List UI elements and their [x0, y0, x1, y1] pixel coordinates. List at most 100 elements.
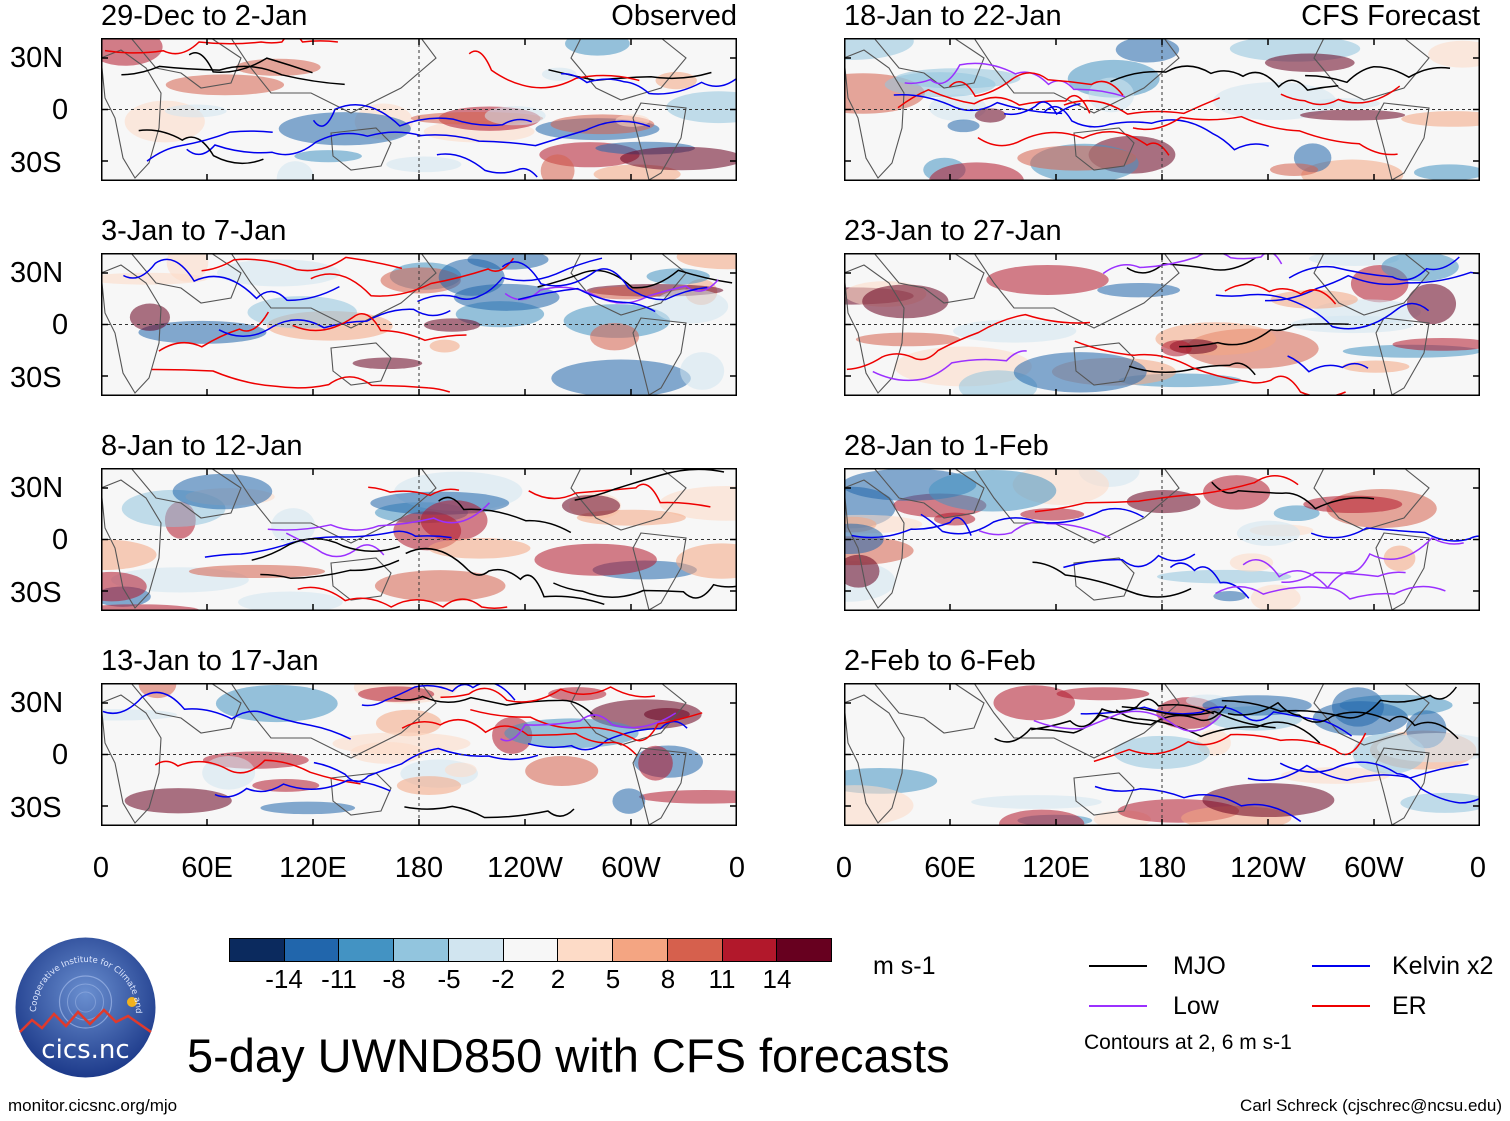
contour-line	[394, 695, 596, 718]
legend-line	[1312, 965, 1370, 967]
contour-line	[904, 62, 1126, 98]
contour-line	[438, 496, 572, 534]
anomaly-shading	[680, 352, 725, 390]
lon-label: 120E	[1022, 852, 1090, 884]
legend-kelvin: Kelvin x2	[1312, 951, 1493, 981]
anomaly-shading	[202, 755, 256, 790]
colorbar-swatch	[394, 939, 449, 961]
coastline	[330, 127, 392, 171]
contour-line	[1211, 481, 1375, 510]
contour-line	[1287, 355, 1369, 373]
anomaly-shading	[352, 357, 423, 370]
anomaly-shading	[895, 68, 1021, 89]
anomaly-shading	[659, 486, 737, 521]
anomaly-shading	[862, 284, 949, 319]
coastline	[230, 683, 437, 759]
anomaly-shading	[124, 788, 232, 814]
contour-line	[310, 257, 515, 297]
coastline	[230, 468, 437, 544]
contour-line	[978, 521, 1111, 539]
anomaly-map	[101, 468, 737, 611]
coastline	[101, 694, 162, 824]
coastline	[570, 38, 687, 101]
contour-line	[404, 805, 575, 819]
coastline	[844, 479, 905, 609]
lat-label: 30S	[10, 792, 62, 824]
lat-label: 30N	[10, 257, 64, 289]
anomaly-shading	[971, 795, 1102, 809]
panel-date: 29-Dec to 2-Jan	[101, 0, 308, 32]
contour-line	[851, 516, 972, 539]
coastline	[1073, 557, 1135, 601]
contour-line	[1063, 97, 1220, 115]
anomaly-shading	[238, 591, 343, 611]
contour-line	[1128, 362, 1256, 376]
coastline	[632, 317, 687, 396]
anomaly-shading	[1056, 687, 1150, 701]
contour-line	[1224, 283, 1337, 305]
anomaly-shading	[247, 296, 358, 329]
colorbar-swatch	[667, 939, 723, 961]
figure-title: 5-day UWND850 with CFS forecasts	[187, 1029, 950, 1082]
contour-line	[201, 256, 403, 272]
contour-line	[1288, 256, 1460, 281]
lat-label: 30N	[10, 472, 64, 504]
contour-line	[1044, 105, 1269, 151]
anomaly-shading	[444, 762, 477, 778]
logo-text: cics.nc	[41, 1035, 129, 1065]
lon-label: 60W	[601, 852, 661, 884]
contour-line	[1280, 85, 1401, 106]
coastline	[1313, 683, 1430, 746]
lat-label: 30S	[10, 362, 62, 394]
anomaly-shading	[294, 150, 362, 163]
colorbar-label: 5	[605, 964, 621, 994]
lat-label: 0	[52, 524, 69, 556]
anomaly-shading	[639, 790, 737, 804]
colorbar-swatch	[722, 939, 778, 961]
anomaly-shading	[278, 112, 411, 146]
anomaly-shading	[540, 154, 575, 181]
anomaly-shading	[561, 494, 621, 517]
coastline	[973, 468, 1180, 544]
coastline	[1375, 102, 1430, 181]
panel-date: 13-Jan to 17-Jan	[101, 645, 319, 677]
anomaly-shading	[1401, 111, 1480, 127]
lon-label: 120W	[1230, 852, 1306, 884]
contour-line	[204, 530, 452, 558]
contour-line	[1169, 562, 1250, 599]
coastline	[130, 253, 242, 304]
contour-line	[1264, 271, 1480, 302]
lon-label: 180	[394, 852, 444, 884]
anomaly-shading	[1213, 591, 1247, 602]
anomaly-shading	[138, 320, 267, 344]
anomaly-shading	[844, 554, 880, 588]
anomaly-shading	[844, 523, 884, 555]
anomaly-shading	[101, 571, 147, 602]
contour-line	[417, 120, 651, 147]
contour-line	[267, 502, 490, 531]
anomaly-shading	[428, 537, 531, 559]
coastline	[1313, 253, 1430, 316]
colorbar-label: 2	[550, 964, 566, 994]
anomaly-map	[101, 38, 737, 181]
colorbar-swatch	[339, 939, 395, 961]
anomaly-shading	[1156, 569, 1292, 584]
contour-line	[501, 261, 708, 301]
lat-label: 0	[52, 309, 69, 341]
contour-line	[154, 759, 361, 785]
anomaly-shading	[929, 162, 1024, 181]
colorbar	[229, 938, 832, 962]
coastline	[330, 557, 392, 601]
footer-url: monitor.cicsnc.org/mjo	[8, 1096, 178, 1115]
contour-line	[518, 287, 656, 313]
legend-line	[1312, 1005, 1370, 1007]
colorbar-swatch	[613, 939, 668, 961]
coastline	[844, 694, 905, 824]
anomaly-shading	[612, 788, 646, 814]
contour-line	[297, 586, 508, 609]
coastline	[1313, 38, 1430, 101]
anomaly-shading	[953, 319, 1077, 343]
legend-label: Kelvin x2	[1392, 951, 1494, 980]
colorbar-swatch	[503, 939, 559, 961]
contour-line	[1074, 340, 1346, 396]
